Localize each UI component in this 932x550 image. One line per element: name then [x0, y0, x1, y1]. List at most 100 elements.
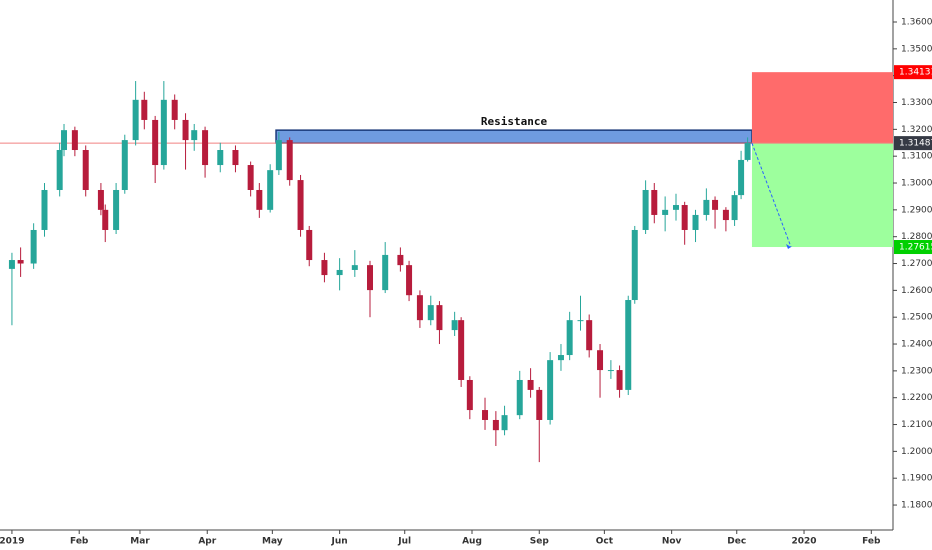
x-tick-label: Feb — [862, 537, 881, 547]
x-tick-label: 2019 — [0, 537, 24, 547]
x-tick-label: Feb — [70, 537, 89, 547]
candle-body — [121, 140, 128, 190]
candle-body — [482, 410, 489, 420]
y-tick-label: 1.23000 — [901, 366, 932, 376]
candle-body — [501, 415, 508, 431]
candle-body — [466, 379, 473, 411]
resistance-label: Resistance — [481, 115, 548, 128]
candle-body — [17, 260, 24, 264]
candle-body — [171, 99, 178, 120]
candle-body — [56, 150, 63, 190]
y-tick-label: 1.36000 — [901, 18, 932, 28]
y-tick-label: 1.33000 — [901, 98, 932, 108]
x-tick-label: Jul — [397, 537, 411, 547]
x-tick-label: Mar — [130, 537, 150, 547]
price-label-box — [894, 240, 932, 255]
resistance-zone — [275, 129, 753, 144]
candle-body — [256, 189, 263, 210]
candle-body — [436, 305, 443, 331]
candle-body — [202, 130, 209, 166]
y-tick-label: 1.31000 — [901, 152, 932, 162]
y-tick-label: 1.28000 — [901, 232, 932, 242]
x-tick-label: Dec — [727, 537, 746, 547]
y-tick-label: 1.35000 — [901, 44, 932, 54]
candle-body — [97, 189, 104, 210]
candle-body — [306, 229, 313, 261]
candle-body — [566, 320, 573, 356]
candle-body — [516, 379, 523, 416]
candle-body — [182, 119, 189, 141]
y-tick-label: 1.27000 — [901, 259, 932, 269]
candle-body — [247, 165, 254, 190]
candle-body — [672, 205, 679, 210]
x-tick-label: May — [262, 537, 283, 547]
candle-body — [557, 355, 564, 361]
candle-body — [41, 189, 48, 230]
candle-body — [102, 209, 109, 230]
y-tick-label: 1.25000 — [901, 313, 932, 323]
candle-body — [286, 140, 293, 181]
stop-zone — [751, 72, 893, 144]
x-tick-label: Jun — [331, 537, 348, 547]
candle-body — [681, 205, 688, 230]
candle-body — [321, 260, 328, 276]
candle-body — [351, 265, 358, 270]
candle-body — [607, 370, 614, 372]
candle-body — [416, 295, 423, 321]
candle-body — [82, 150, 89, 190]
candle-body — [547, 360, 554, 420]
x-tick-label: Nov — [662, 537, 682, 547]
candle-body — [642, 189, 649, 230]
x-tick-label: Aug — [462, 537, 482, 547]
candle-body — [631, 229, 638, 301]
candle-body — [662, 209, 669, 215]
price-label: 1.31487 — [899, 139, 932, 149]
candle-body — [427, 305, 434, 321]
candle-body — [536, 389, 543, 420]
candle-body — [527, 379, 534, 390]
candle-body — [367, 265, 374, 291]
x-tick-label: Apr — [198, 537, 216, 547]
candle-body — [577, 320, 584, 322]
y-tick-label: 1.20000 — [901, 447, 932, 457]
candle-body — [113, 189, 120, 230]
candle-body — [406, 265, 413, 296]
candle-body — [152, 119, 159, 166]
candle-body — [397, 254, 404, 266]
y-tick-label: 1.18000 — [901, 501, 932, 511]
candle-body — [160, 99, 167, 166]
y-tick-label: 1.22000 — [901, 393, 932, 403]
candle-body — [8, 260, 15, 269]
candle-body — [722, 209, 729, 221]
candle-body — [458, 320, 465, 380]
x-tick-label: Oct — [596, 537, 614, 547]
price-label-box — [894, 65, 932, 80]
candle-body — [597, 350, 604, 371]
x-tick-label: 2020 — [791, 537, 816, 547]
candle-body — [267, 170, 274, 210]
candle-body — [275, 140, 282, 171]
y-tick-label: 1.26000 — [901, 286, 932, 296]
candle-body — [30, 229, 37, 264]
price-label: 1.27615 — [899, 243, 932, 253]
y-tick-label: 1.21000 — [901, 420, 932, 430]
y-tick-label: 1.30000 — [901, 179, 932, 189]
candle-body — [451, 320, 458, 331]
x-tick-label: Sep — [530, 537, 550, 547]
candle-body — [692, 214, 699, 230]
y-tick-label: 1.24000 — [901, 340, 932, 350]
candle-body — [61, 130, 68, 151]
candle-body — [232, 150, 239, 166]
candle-body — [336, 269, 343, 276]
price-label-box — [894, 136, 932, 151]
candle-body — [492, 419, 499, 431]
candle-body — [712, 199, 719, 210]
y-tick-label: 1.32000 — [901, 125, 932, 135]
candle-body — [191, 130, 198, 141]
candle-body — [382, 254, 389, 291]
candle-body — [616, 370, 623, 390]
target-zone — [751, 143, 893, 248]
y-tick-label: 1.19000 — [901, 474, 932, 484]
